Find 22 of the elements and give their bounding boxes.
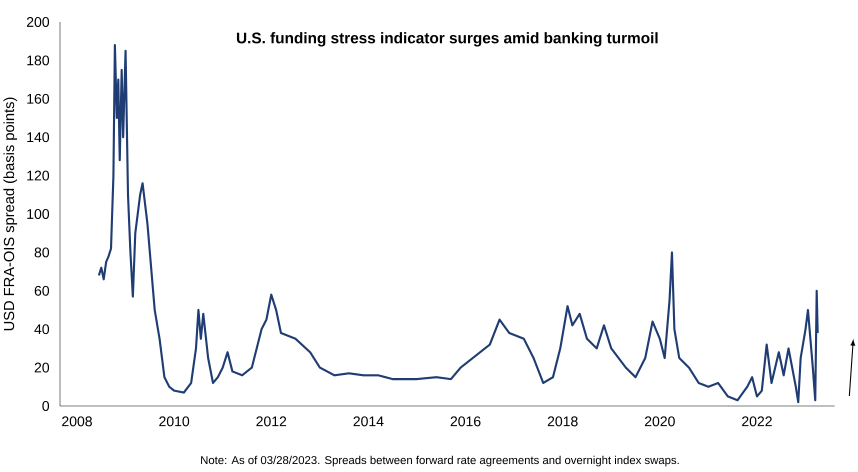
- x-tick-label: 2014: [354, 416, 384, 426]
- text: Note: As of 03/28/2023. Spreads between forward rate agreements and overnight index swaps.: [201, 456, 679, 466]
- y-tick-label: 200: [26, 17, 50, 27]
- x-tick-label: 2022: [742, 416, 772, 426]
- y-tick-label: 140: [27, 132, 50, 142]
- y-tick-label: 120: [27, 170, 50, 181]
- x-tick-label: 2012: [256, 416, 286, 426]
- x-tick-label: 2008: [62, 416, 92, 426]
- x-tick-label: 2020: [644, 416, 675, 426]
- y-tick-label: 80: [34, 247, 50, 258]
- x-tick-label: 2018: [548, 416, 578, 426]
- text: U.S. funding stress indicator surges amid banking turmoil: [236, 32, 658, 47]
- y-tick-label: 20: [34, 362, 50, 373]
- y-tick-label: 180: [27, 55, 50, 66]
- x-tick-label: 2016: [450, 416, 480, 426]
- y-tick-label: 100: [27, 209, 50, 219]
- y-tick-label: 60: [34, 286, 50, 296]
- x-tick-label: 2010: [159, 416, 190, 426]
- y-tick-label: 40: [34, 324, 50, 334]
- y-tick-label: 0: [42, 401, 50, 411]
- y-axis-title: USD FRA-OIS spread (basis points): [3, 98, 18, 330]
- y-tick-label: 160: [27, 94, 50, 104]
